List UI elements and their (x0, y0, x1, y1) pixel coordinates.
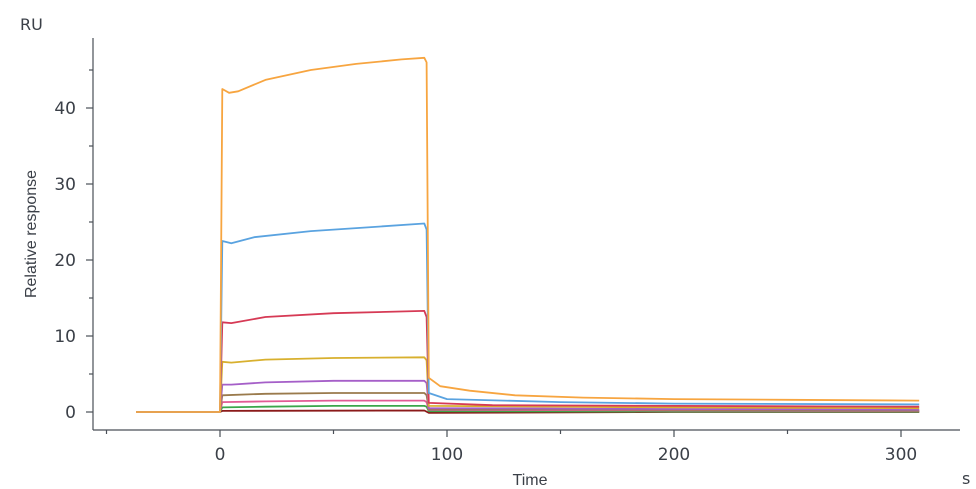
y-tick-label: 0 (65, 403, 76, 423)
series-line-3 (136, 310, 920, 413)
y-axis-title: Relative response (23, 170, 40, 298)
y-tick-label: 10 (54, 327, 76, 347)
x-tick-label: 200 (658, 445, 690, 465)
x-axis-title: Time (513, 472, 548, 489)
ticks: 0 100 200 300 0 10 20 30 40 (54, 69, 917, 465)
x-tick-label: 300 (885, 445, 917, 465)
series-group (136, 56, 920, 414)
x-tick-label: 100 (431, 445, 463, 465)
x-unit-label: s (962, 469, 970, 488)
y-tick-label: 20 (54, 251, 76, 271)
axes (92, 38, 960, 431)
series-line-1 (136, 56, 920, 413)
y-unit-label: RU (20, 15, 43, 34)
x-tick-label: 0 (215, 445, 226, 465)
y-tick-label: 30 (54, 175, 76, 195)
series-line-2 (136, 222, 920, 413)
y-tick-label: 40 (54, 99, 76, 119)
